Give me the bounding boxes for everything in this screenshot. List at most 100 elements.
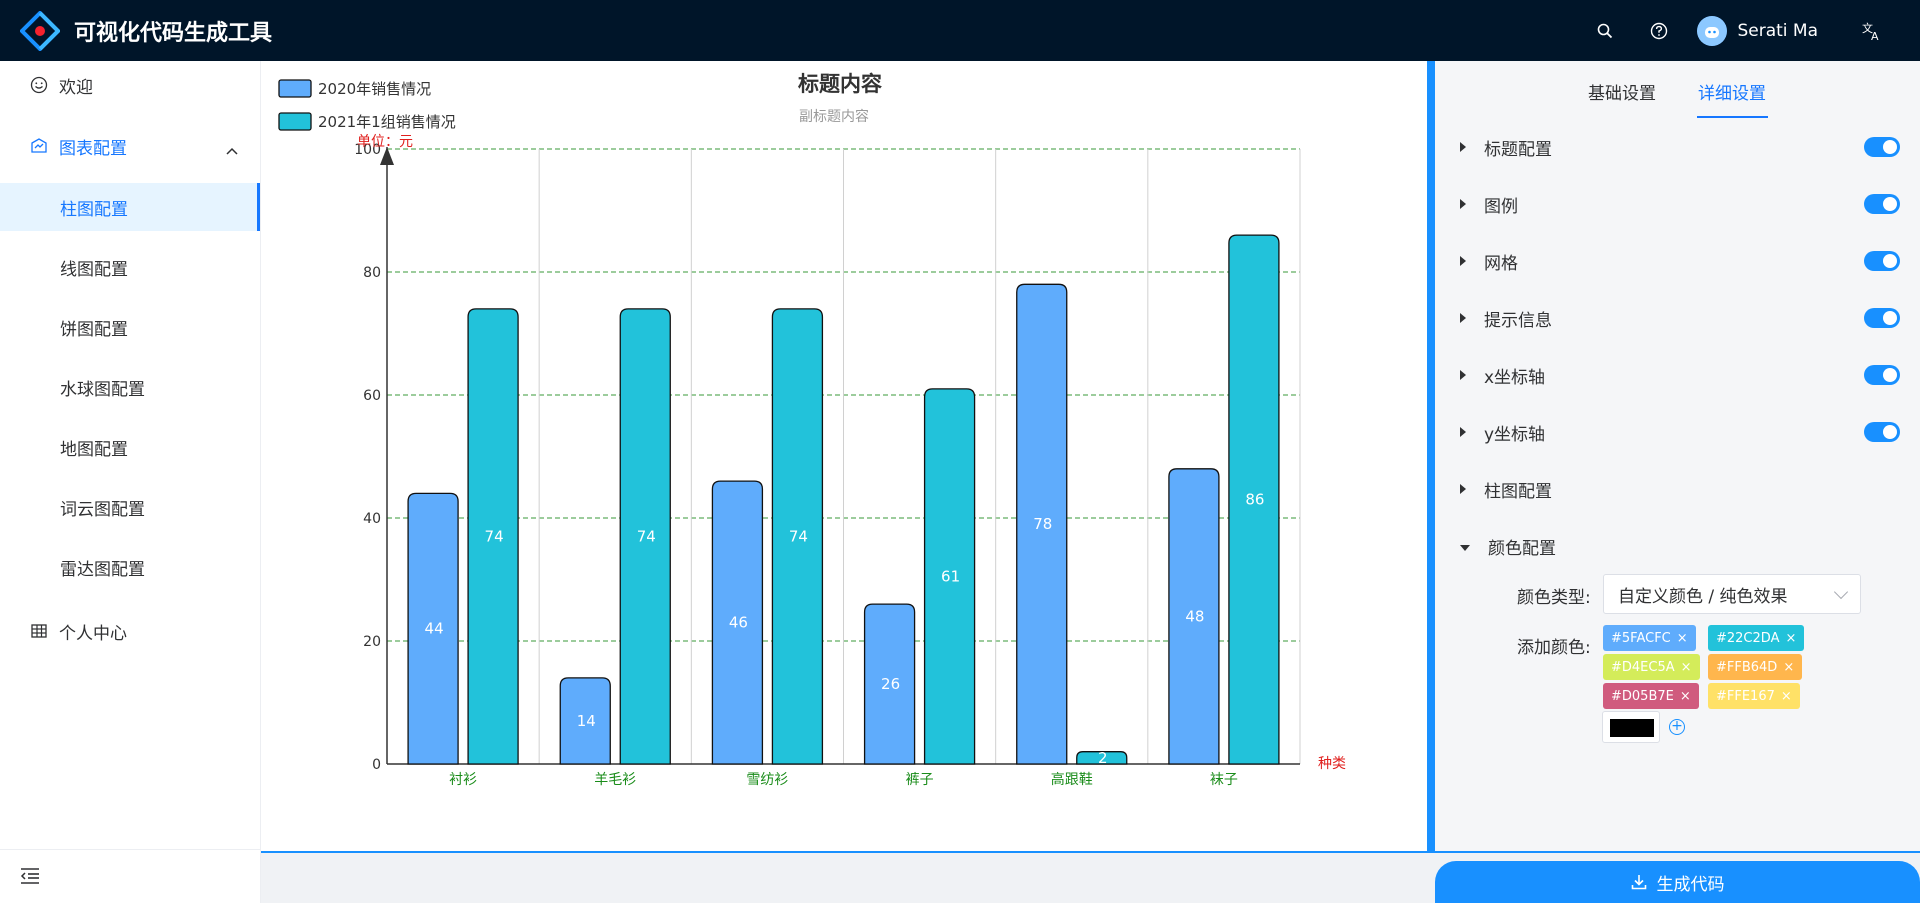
bar xyxy=(1168,468,1220,765)
add-color-icon[interactable]: + xyxy=(1669,719,1685,735)
sidebar-item-label: 图表配置 xyxy=(59,138,127,159)
section-title-config[interactable]: 标题配置 xyxy=(1435,127,1920,167)
color-tag[interactable]: #FFE167 × xyxy=(1708,683,1800,709)
bar-value-label: 74 xyxy=(789,527,808,545)
app-logo-icon[interactable] xyxy=(19,9,61,52)
search-icon[interactable] xyxy=(1593,19,1617,43)
submenu-item-line[interactable]: 线图配置 xyxy=(60,259,128,280)
color-tag[interactable]: #D05B7E × xyxy=(1603,683,1699,709)
color-tag[interactable]: #5FACFC × xyxy=(1603,625,1696,651)
close-icon[interactable]: × xyxy=(1785,630,1797,646)
x-tick-label: 袜子 xyxy=(1210,772,1238,788)
bar xyxy=(407,492,459,765)
color-tag-label: #22C2DA xyxy=(1716,630,1780,646)
settings-panel: 基础设置 详细设置 标题配置 图例 网格 提示信息 x坐标轴 y坐标轴 柱图配置 xyxy=(1435,61,1920,851)
legend-label: 2021年1组销售情况 xyxy=(318,113,456,131)
close-icon[interactable]: × xyxy=(1676,630,1688,646)
chart-subtitle: 副标题内容 xyxy=(799,108,869,125)
submenu-item-liquid[interactable]: 水球图配置 xyxy=(60,379,145,400)
chart-icon xyxy=(28,135,50,157)
sidebar-item-welcome[interactable]: 欢迎 xyxy=(0,61,260,109)
select-value: 自定义颜色 / 纯色效果 xyxy=(1618,586,1788,607)
color-tag[interactable]: #FFB64D × xyxy=(1708,654,1803,680)
chart-canvas: 0 20 40 60 80 100 44 14 46 26 78 48 74 74 74 61 2 86 衬衫 羊毛衫… xyxy=(261,61,1427,852)
bar-value-label: 61 xyxy=(941,567,960,585)
submenu-item-map[interactable]: 地图配置 xyxy=(60,439,128,460)
title-toggle[interactable] xyxy=(1864,137,1900,157)
close-icon[interactable]: × xyxy=(1780,688,1792,704)
color-tag[interactable]: #22C2DA × xyxy=(1708,625,1805,651)
color-tag-label: #D4EC5A xyxy=(1611,659,1675,675)
section-tooltip[interactable]: 提示信息 xyxy=(1435,298,1920,338)
bar-value-label: 48 xyxy=(1185,607,1204,625)
tooltip-toggle[interactable] xyxy=(1864,308,1900,328)
user-menu[interactable]: Serati Ma xyxy=(1697,15,1818,46)
chart-title: 标题内容 xyxy=(798,72,882,96)
user-name: Serati Ma xyxy=(1737,20,1818,41)
section-grid[interactable]: 网格 xyxy=(1435,241,1920,281)
section-color-config[interactable]: 颜色配置 xyxy=(1435,526,1920,566)
bar-value-label: 86 xyxy=(1245,491,1264,509)
help-icon[interactable] xyxy=(1647,19,1671,43)
bar xyxy=(619,308,671,765)
tab-basic-settings[interactable]: 基础设置 xyxy=(1588,84,1656,104)
smile-icon xyxy=(28,74,50,96)
active-tab-indicator xyxy=(1697,116,1768,118)
submenu-item-wordcloud[interactable]: 词云图配置 xyxy=(60,499,145,520)
x-axis-toggle[interactable] xyxy=(1864,365,1900,385)
section-label: 柱图配置 xyxy=(1484,481,1552,502)
close-icon[interactable]: × xyxy=(1680,659,1692,675)
color-type-select[interactable]: 自定义颜色 / 纯色效果 xyxy=(1603,574,1861,614)
settings-tabs: 基础设置 详细设置 xyxy=(1435,61,1920,119)
color-tag[interactable]: #D4EC5A × xyxy=(1603,654,1700,680)
section-bar-config[interactable]: 柱图配置 xyxy=(1435,469,1920,509)
grid-toggle[interactable] xyxy=(1864,251,1900,271)
menu-fold-icon[interactable] xyxy=(20,867,40,889)
caret-right-icon xyxy=(1460,370,1466,380)
bar-value-label: 74 xyxy=(637,527,656,545)
bar xyxy=(1228,234,1280,765)
sidebar: 欢迎 图表配置 柱图配置 线图配置 饼图配置 水球图配置 地图配置 词云图配置 … xyxy=(0,61,261,903)
sidebar-item-profile[interactable]: 个人中心 xyxy=(0,607,260,655)
x-tick-label: 羊毛衫 xyxy=(594,772,636,788)
section-legend[interactable]: 图例 xyxy=(1435,184,1920,224)
tab-detail-settings[interactable]: 详细设置 xyxy=(1698,84,1766,104)
app-title: 可视化代码生成工具 xyxy=(74,20,273,46)
sidebar-item-chart-config[interactable]: 图表配置 xyxy=(0,122,260,170)
color-picker[interactable] xyxy=(1602,711,1660,743)
close-icon[interactable]: × xyxy=(1679,688,1691,704)
bar xyxy=(1076,751,1128,765)
svg-text:文: 文 xyxy=(1862,21,1873,35)
legend-toggle[interactable] xyxy=(1864,194,1900,214)
y-tick-label: 20 xyxy=(363,634,381,650)
x-tick-label: 裤子 xyxy=(906,772,934,788)
color-type-label: 颜色类型: xyxy=(1517,588,1591,608)
bar xyxy=(1016,283,1068,765)
x-tick-label: 雪纺衫 xyxy=(746,772,788,788)
submenu-item-radar[interactable]: 雷达图配置 xyxy=(60,559,145,580)
y-axis-toggle[interactable] xyxy=(1864,422,1900,442)
submenu-item-bar[interactable]: 柱图配置 xyxy=(0,183,260,231)
generate-code-button[interactable]: 生成代码 xyxy=(1435,861,1920,903)
close-icon[interactable]: × xyxy=(1783,659,1795,675)
table-icon xyxy=(28,620,50,642)
caret-right-icon xyxy=(1460,256,1466,266)
bar-value-label: 44 xyxy=(425,620,444,638)
bar xyxy=(711,480,764,765)
y-tick-label: 60 xyxy=(363,388,381,404)
section-label: 标题配置 xyxy=(1484,139,1552,160)
y-axis-arrow xyxy=(380,147,394,165)
bar-value-label: 74 xyxy=(485,527,504,545)
section-x-axis[interactable]: x坐标轴 xyxy=(1435,355,1920,395)
color-tag-label: #FFB64D xyxy=(1716,659,1778,675)
y-tick-label: 0 xyxy=(372,757,381,773)
panel-divider[interactable] xyxy=(1427,61,1435,851)
section-y-axis[interactable]: y坐标轴 xyxy=(1435,412,1920,452)
caret-down-icon xyxy=(1460,544,1470,551)
bar xyxy=(559,677,611,765)
color-tag-label: #FFE167 xyxy=(1716,688,1775,704)
submenu-item-pie[interactable]: 饼图配置 xyxy=(60,319,128,340)
caret-right-icon xyxy=(1460,142,1466,152)
